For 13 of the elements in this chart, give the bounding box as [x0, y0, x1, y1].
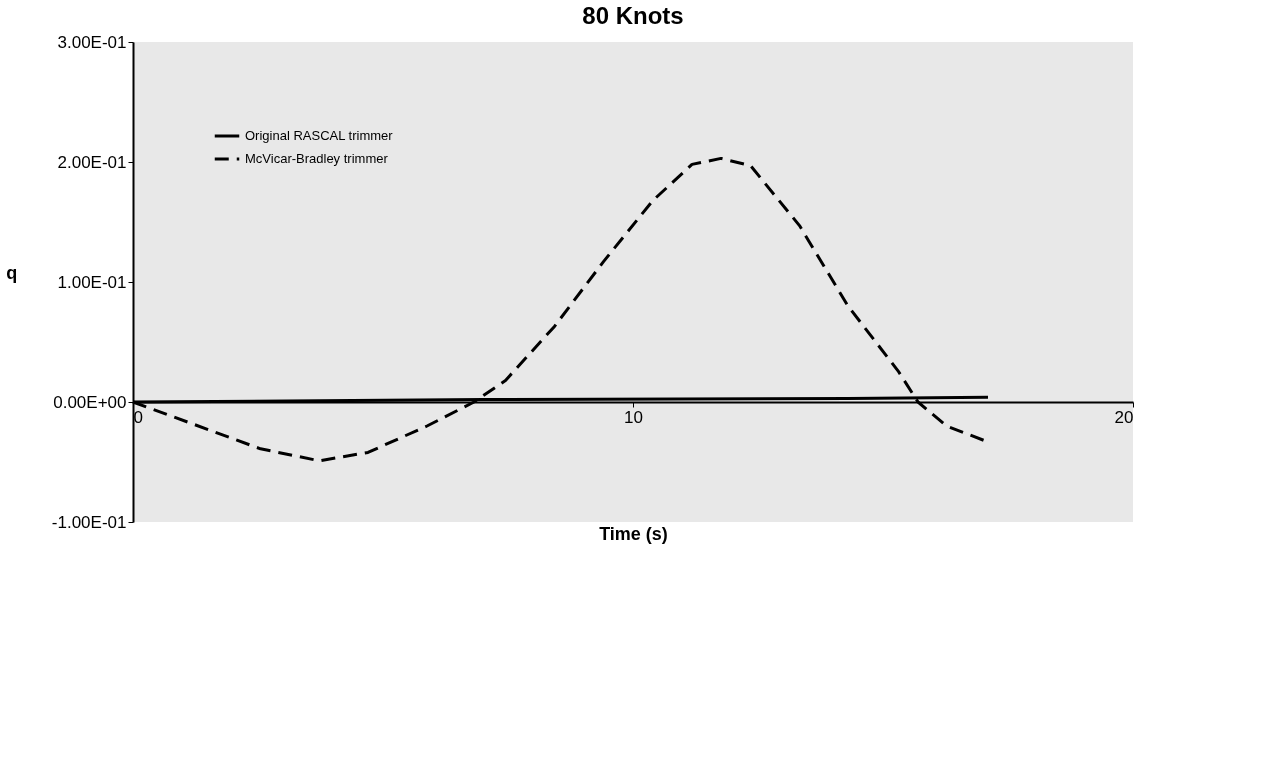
x-tick-label: 10	[624, 407, 643, 427]
x-tick-label: 0	[133, 407, 143, 427]
x-axis-title: Time (s)	[599, 523, 668, 544]
chart-title: 80 Knots	[582, 2, 684, 29]
y-tick-label: -1.00E-01	[51, 512, 127, 532]
legend-label: McVicar-Bradley trimmer	[245, 151, 389, 166]
y-tick-label: 2.00E-01	[57, 152, 127, 172]
y-tick-label: 3.00E-01	[57, 32, 127, 52]
legend-label: Original RASCAL trimmer	[245, 128, 394, 143]
y-tick-label: 1.00E-01	[57, 272, 127, 292]
x-tick-label: 20	[1114, 407, 1134, 427]
y-axis-title: q	[6, 262, 18, 283]
y-tick-label: 0.00E+00	[53, 392, 127, 412]
